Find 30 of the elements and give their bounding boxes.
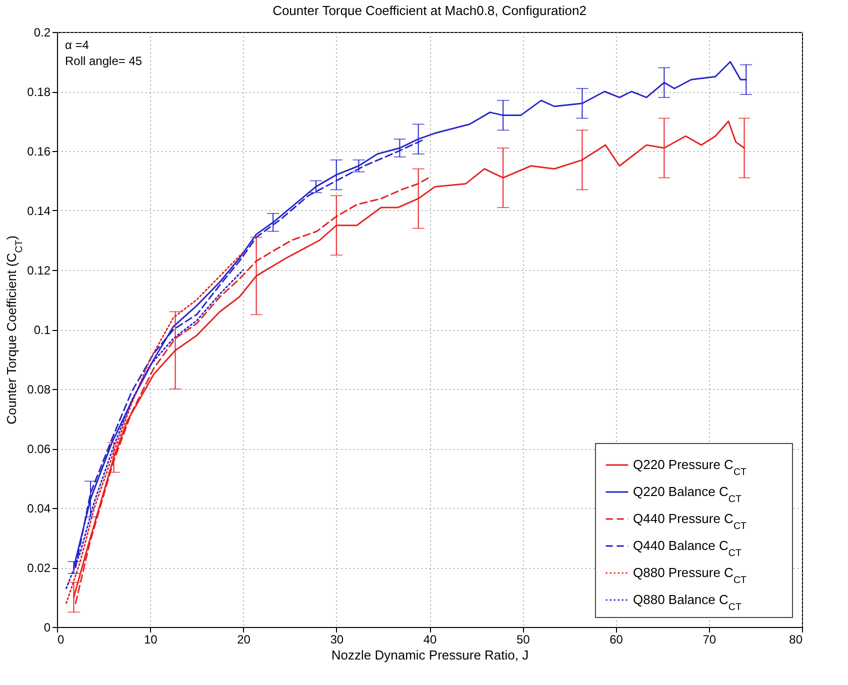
- y-tick-label: 0.2: [34, 26, 51, 40]
- legend-label: Q220 Pressure C$_{CT}$: [633, 457, 746, 478]
- legend-label: Q880 Pressure C$_{CT}$: [633, 565, 746, 586]
- y-tick-label: 0.1: [34, 323, 51, 337]
- y-tick-label: 0.12: [27, 264, 51, 278]
- annotation: Roll angle= 45: [65, 54, 142, 68]
- x-tick-label: 60: [610, 632, 624, 646]
- annotation: α =4: [65, 38, 90, 52]
- y-tick-label: 0.16: [27, 144, 51, 158]
- x-tick-label: 50: [516, 632, 530, 646]
- chart-title: Counter Torque Coefficient at Mach0.8, Configuration2: [272, 3, 586, 18]
- x-axis-title: Nozzle Dynamic Pressure Ratio, J: [331, 648, 529, 662]
- legend-label: Q880 Balance C$_{CT}$: [633, 592, 742, 612]
- y-tick-label: 0.08: [27, 382, 51, 396]
- y-tick-label: 0.04: [27, 502, 51, 516]
- x-tick-label: 70: [702, 632, 716, 646]
- x-tick-label: 10: [144, 632, 158, 646]
- x-tick-label: 80: [789, 632, 803, 646]
- x-tick-label: 0: [58, 632, 64, 646]
- y-tick-label: 0: [44, 620, 51, 634]
- y-tick-label: 0.02: [27, 561, 51, 575]
- x-tick-label: 30: [330, 632, 344, 646]
- y-tick-label: 0.18: [27, 85, 51, 99]
- x-tick-label: 20: [237, 632, 251, 646]
- x-tick-label: 40: [423, 632, 437, 646]
- y-tick-label: 0.06: [27, 442, 51, 456]
- legend-label: Q440 Balance C$_{CT}$: [633, 538, 742, 558]
- y-tick-label: 0.14: [27, 204, 51, 218]
- legend-label: Q220 Balance C$_{CT}$: [633, 484, 742, 504]
- legend-label: Q440 Pressure C$_{CT}$: [633, 511, 746, 532]
